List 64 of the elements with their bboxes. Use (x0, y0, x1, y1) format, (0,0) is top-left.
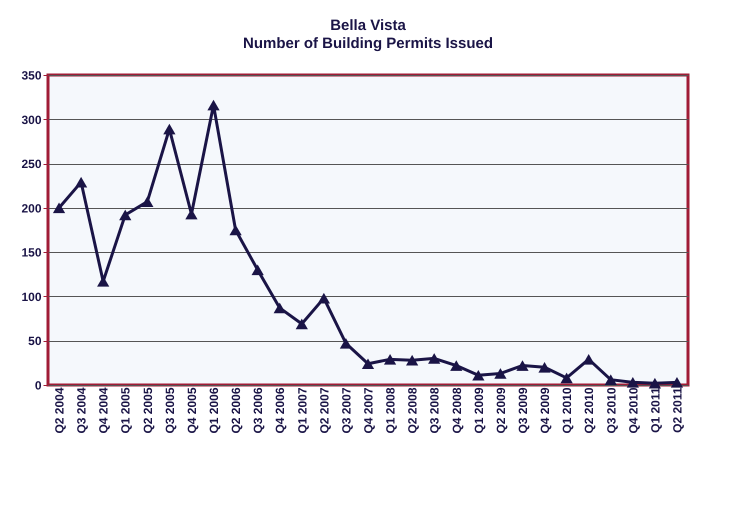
chart-subtitle: Number of Building Permits Issued (242, 35, 494, 52)
point (604, 374, 617, 385)
point (163, 124, 176, 134)
x-tick-label: Q1 2008 (384, 387, 398, 434)
x-tick-label: Q4 2007 (362, 387, 376, 434)
y-tick-label: 150 (21, 246, 42, 260)
x-tick-label: Q3 2005 (162, 387, 177, 434)
point (670, 377, 684, 388)
point (274, 302, 286, 314)
x-tick-label: Q2 2006 (229, 387, 244, 434)
x-tick-label: Q4 2009 (538, 387, 552, 434)
point (141, 196, 154, 207)
point (252, 264, 264, 276)
point (516, 360, 529, 371)
x-tick-label: Q1 2010 (560, 387, 574, 434)
x-tick-label: Q2 2010 (582, 387, 596, 434)
point (362, 358, 374, 370)
point (318, 292, 330, 304)
point (428, 353, 440, 364)
y-tick-label: 250 (21, 157, 42, 172)
y-tick-label: 200 (21, 201, 42, 216)
x-tick-label: Q1 2006 (207, 387, 222, 434)
point (494, 368, 507, 379)
x-tick-label: Q4 2010 (626, 387, 640, 434)
x-tick-label: Q2 2008 (406, 387, 420, 434)
point (472, 370, 484, 381)
y-tick-label: 50 (28, 334, 42, 348)
x-tick-label: Q2 2004 (52, 387, 67, 434)
x-tick-label: Q2 2009 (494, 387, 508, 434)
x-tick-label: Q3 2006 (251, 387, 266, 434)
x-tick-label: Q2 2011 (670, 387, 684, 433)
x-tick-label: Q1 2011 (648, 387, 662, 433)
x-tick-label: Q2 2005 (140, 387, 155, 434)
point (119, 210, 132, 220)
y-tick-label: 300 (21, 112, 42, 127)
point (74, 176, 88, 188)
x-tick-label: Q1 2009 (472, 387, 486, 434)
x-tick-label: Q3 2004 (74, 387, 89, 434)
x-tick-label: Q1 2005 (118, 387, 133, 434)
x-tick-label: Q4 2004 (96, 387, 111, 434)
point (296, 318, 308, 330)
y-tick-label: 0 (34, 378, 42, 392)
x-tick-label: Q4 2006 (273, 387, 288, 434)
point (52, 202, 66, 214)
point (560, 372, 573, 384)
point (626, 377, 639, 388)
x-tick-label: Q4 2008 (450, 387, 464, 434)
x-tick-label: Q3 2010 (604, 387, 618, 434)
point (406, 354, 418, 366)
point (229, 224, 242, 236)
y-tick-label: 350 (21, 68, 42, 82)
x-tick-label: Q3 2009 (516, 387, 530, 434)
chart-title: Bella Vista (330, 17, 406, 34)
point (384, 354, 396, 365)
x-tick-label: Q1 2007 (295, 387, 310, 434)
point (207, 100, 220, 110)
point (538, 362, 551, 373)
point (648, 378, 662, 389)
y-tick-label: 100 (21, 290, 42, 304)
x-tick-label: Q4 2005 (184, 387, 199, 434)
point (450, 360, 462, 371)
x-tick-label: Q3 2007 (339, 387, 354, 434)
x-tick-label: Q2 2007 (317, 387, 332, 434)
x-tick-label: Q3 2008 (428, 387, 442, 434)
